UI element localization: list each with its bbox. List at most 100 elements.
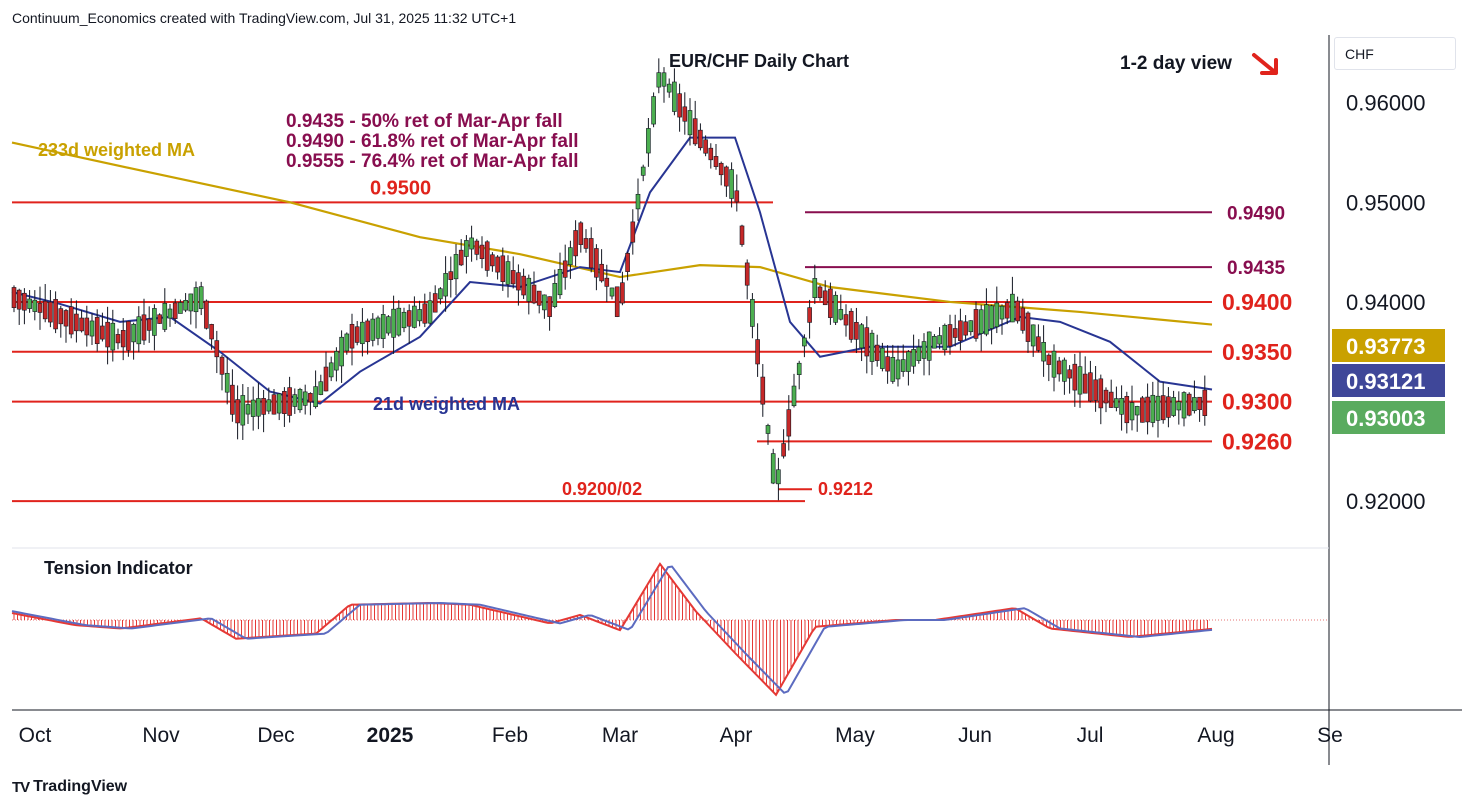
- candle-body: [1077, 366, 1083, 395]
- candle-body: [833, 294, 838, 323]
- candle-body: [1202, 389, 1208, 416]
- candle-body: [666, 83, 672, 93]
- candle-body: [755, 339, 760, 365]
- candle-body: [952, 328, 958, 338]
- x-tick-label: Oct: [19, 724, 52, 747]
- candle-body: [604, 277, 610, 287]
- candle-body: [885, 356, 890, 372]
- candle-body: [146, 318, 152, 331]
- candle-body: [625, 252, 630, 272]
- candle-body: [79, 317, 84, 332]
- candle-body: [791, 385, 797, 407]
- candle-body: [848, 310, 854, 340]
- candle-body: [1166, 396, 1171, 418]
- candle-body: [120, 330, 126, 348]
- candle-body: [1004, 302, 1010, 319]
- candle-body: [240, 395, 246, 426]
- ma233-line: [11, 141, 1213, 326]
- level-label: 0.9260: [1222, 428, 1292, 454]
- candle-body: [266, 399, 272, 412]
- candle-body: [802, 337, 807, 347]
- candle-body: [32, 299, 38, 312]
- candle-body: [568, 247, 573, 265]
- candle-body: [635, 193, 641, 210]
- candle-body: [396, 307, 402, 336]
- indicator-slow-line: [11, 565, 1213, 694]
- candle-body: [895, 359, 901, 380]
- candle-body: [583, 238, 589, 249]
- price-tag: [1332, 329, 1445, 362]
- x-tick-label: Feb: [492, 724, 528, 747]
- candle-body: [302, 391, 308, 406]
- candle-body: [911, 349, 916, 367]
- candle-body: [828, 288, 833, 318]
- candle-body: [297, 389, 303, 411]
- level-label: 0.9300: [1222, 389, 1292, 415]
- candle-body: [807, 307, 812, 323]
- candle-body: [760, 376, 766, 405]
- candle-body: [942, 324, 948, 351]
- candle-body: [1030, 324, 1036, 347]
- candle-body: [105, 321, 110, 348]
- candle-body: [48, 301, 53, 323]
- candle-body: [703, 139, 708, 154]
- candle-body: [864, 327, 870, 357]
- candle-body: [68, 306, 74, 335]
- candle-body: [874, 344, 880, 361]
- candle-body: [989, 305, 994, 329]
- candle-body: [391, 308, 396, 338]
- candle-body: [916, 346, 922, 361]
- down-arrow-icon: [1252, 53, 1278, 75]
- candle-body: [1010, 293, 1015, 323]
- retracement-note: 0.9555 - 76.4% ret of Mar-Apr fall: [286, 151, 579, 172]
- candle-body: [89, 320, 95, 337]
- candle-body: [640, 166, 646, 176]
- candle-body: [1181, 392, 1187, 419]
- x-tick-label: Jul: [1077, 724, 1104, 747]
- ma21-line: [11, 136, 1213, 405]
- candle-body: [932, 336, 937, 349]
- candle-body: [510, 270, 516, 285]
- candle-body: [152, 308, 157, 336]
- candle-body: [661, 72, 667, 87]
- candle-body: [968, 320, 974, 333]
- candle-body: [776, 469, 781, 485]
- candle-body: [230, 384, 235, 415]
- candle-body: [1129, 402, 1135, 421]
- candle-body: [22, 292, 27, 311]
- candle-body: [542, 294, 547, 311]
- candle-body: [1088, 372, 1093, 402]
- currency-button[interactable]: CHF: [1334, 37, 1456, 70]
- candle-body: [739, 225, 745, 245]
- candle-body: [172, 302, 178, 319]
- candle-body: [1103, 389, 1109, 404]
- x-tick-label: Apr: [720, 724, 753, 747]
- candle-body: [94, 317, 100, 345]
- candle-body: [646, 128, 651, 154]
- candle-body: [963, 321, 968, 336]
- candle-body: [438, 288, 443, 300]
- candle-body: [1025, 312, 1031, 342]
- candle-body: [843, 314, 849, 326]
- candle-body: [521, 275, 526, 296]
- y-tick-label: 0.94000: [1346, 290, 1426, 315]
- candle-body: [16, 289, 22, 310]
- candle-body: [375, 317, 381, 339]
- y-tick-label: 0.95000: [1346, 190, 1426, 215]
- candle-body: [183, 299, 188, 311]
- candle-body: [994, 302, 1000, 328]
- level-label: 0.9350: [1222, 339, 1292, 365]
- tradingview-logo[interactable]: TV TradingView: [12, 778, 127, 796]
- candle-body: [334, 351, 339, 371]
- candle-body: [58, 308, 64, 325]
- level-label: 0.9212: [818, 479, 873, 499]
- candle-body: [630, 221, 636, 243]
- price-tag-label: 0.93773: [1346, 334, 1426, 359]
- chart-credit: Continuum_Economics created with Trading…: [12, 10, 517, 26]
- candle-body: [516, 272, 521, 291]
- candle-body: [594, 248, 599, 278]
- candle-body: [869, 332, 875, 362]
- candle-body: [380, 314, 386, 339]
- candle-body: [360, 321, 365, 345]
- candle-body: [386, 316, 391, 334]
